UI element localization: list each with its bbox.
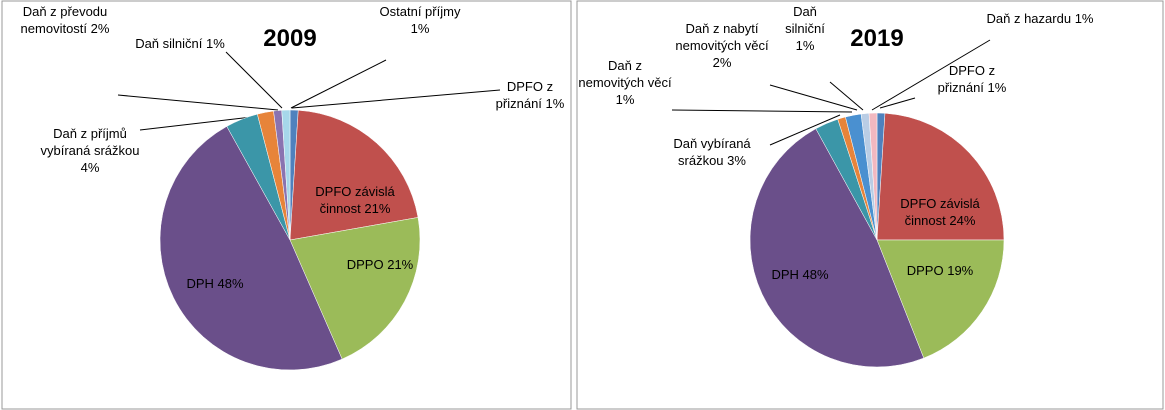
slice-label: DPPO 21% — [340, 256, 420, 273]
slice-label: DPH 48% — [185, 275, 245, 292]
pie-slice — [289, 109, 419, 241]
slice-value: 1% — [615, 92, 635, 107]
slice-label: DPFO závislá činnost 24% — [880, 195, 1000, 229]
slice-name: DPH — [771, 267, 799, 282]
slice-value: 2% — [712, 55, 732, 70]
slice-name: DPPO — [346, 257, 384, 272]
pie-slice — [289, 217, 421, 360]
slice-label: DPH 48% — [755, 266, 845, 283]
slice-value: 3% — [727, 153, 746, 168]
pie-slice — [876, 239, 1005, 359]
slice-name: DPFO z přiznání — [937, 63, 996, 95]
slice-value: 1% — [410, 21, 430, 36]
slice-label: Ostatní příjmy 1% — [375, 3, 465, 37]
slice-name: Daň silniční — [785, 4, 825, 36]
slice-value: 21% — [387, 257, 414, 272]
slice-name: DPFO závislá činnost — [900, 196, 980, 228]
slice-value: 21% — [364, 201, 391, 216]
slice-name: Daň z nemovitých věcí — [578, 58, 672, 90]
slice-name: Daň z převodu nemovitostí — [20, 4, 108, 36]
slice-value: 48% — [802, 267, 829, 282]
slice-name: Daň z příjmů vybíraná srážkou — [40, 126, 140, 158]
slice-label: Daň vybíraná srážkou 3% — [652, 135, 772, 169]
slice-value: 1% — [545, 96, 565, 111]
pie-slice — [281, 109, 291, 241]
pie-slice — [159, 126, 343, 371]
slice-label: Daň z nabytí nemovitých věcí 2% — [667, 20, 777, 71]
slice-name: Daň vybíraná srážkou — [673, 136, 751, 168]
slice-label: DPFO závislá činnost 21% — [300, 183, 410, 217]
slice-label: Daň z příjmů vybíraná srážkou 4% — [30, 125, 150, 176]
slice-label: Daň silniční 1% — [135, 35, 225, 52]
panel — [1, 0, 572, 410]
slice-value: 1% — [1074, 11, 1094, 26]
slice-name: Daň z nabytí nemovitých věcí — [675, 21, 769, 53]
slice-name: DPPO — [906, 263, 944, 278]
slice-label: DPPO 19% — [895, 262, 985, 279]
slice-name: DPFO závislá činnost — [315, 184, 395, 216]
slice-name: Ostatní příjmy — [379, 4, 461, 19]
slice-label: Daň z převodu nemovitostí 2% — [10, 3, 120, 37]
slice-value: 4% — [80, 160, 100, 175]
slice-name: DPH — [186, 276, 214, 291]
chart-title: 2019 — [850, 25, 904, 52]
slice-label: DPFO z přiznání 1% — [932, 62, 1012, 96]
slice-value: 1% — [206, 36, 225, 51]
slice-value: 24% — [949, 213, 976, 228]
chart-title: 2009 — [263, 25, 317, 52]
leader-lines — [117, 39, 991, 146]
slice-value: 1% — [987, 80, 1007, 95]
slice-name: Daň silniční — [135, 36, 203, 51]
slice-value: 19% — [947, 263, 974, 278]
pie-slice — [868, 112, 878, 241]
slice-name: Daň z hazardu — [986, 11, 1072, 26]
slice-label: Daň z hazardu 1% — [980, 10, 1100, 27]
pie-slice — [876, 112, 1005, 241]
slice-name: DPFO z přiznání — [495, 79, 554, 111]
slice-value: 48% — [217, 276, 244, 291]
slice-value: 2% — [90, 21, 110, 36]
slice-label: Daň z nemovitých věcí 1% — [575, 57, 675, 108]
slice-value: 1% — [795, 38, 815, 53]
pie-slice — [749, 128, 925, 368]
panel — [576, 0, 1164, 410]
slice-label: Daň silniční 1% — [775, 3, 835, 54]
slice-label: DPFO z přiznání 1% — [490, 78, 570, 112]
